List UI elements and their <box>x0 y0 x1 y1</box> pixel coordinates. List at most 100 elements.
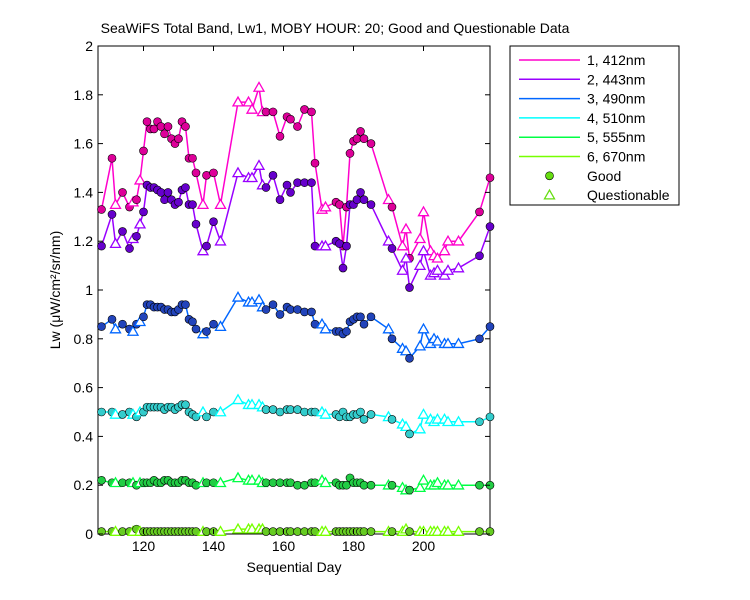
questionable-point <box>133 315 147 327</box>
good-point <box>261 183 271 192</box>
good-point <box>405 429 414 439</box>
good-point <box>405 527 414 536</box>
questionable-point <box>133 217 147 229</box>
good-point <box>387 527 397 536</box>
good-point <box>139 146 148 156</box>
legend-good-marker <box>545 171 554 181</box>
good-point <box>485 173 495 183</box>
good-point <box>366 200 376 209</box>
questionable-point <box>231 291 245 302</box>
questionable-point <box>214 234 227 246</box>
questionable-point <box>109 237 122 249</box>
x-tick-label: 200 <box>412 538 436 554</box>
questionable-point <box>319 322 332 334</box>
series-5 <box>97 471 495 495</box>
good-point <box>163 188 173 197</box>
good-point <box>359 415 369 424</box>
x-axis-label: Sequential Day <box>247 559 342 575</box>
good-point <box>97 205 106 214</box>
x-tick-label: 120 <box>132 538 156 554</box>
good-point <box>174 197 183 207</box>
good-point <box>387 244 397 253</box>
questionable-point <box>441 337 455 349</box>
good-point <box>342 241 351 251</box>
questionable-point <box>252 81 266 92</box>
good-point <box>107 210 117 219</box>
good-point <box>188 317 197 327</box>
questionable-point <box>109 322 122 334</box>
questionable-point <box>431 525 444 536</box>
y-tick-label: 1.8 <box>74 87 94 103</box>
good-point <box>282 180 292 190</box>
good-point <box>139 312 148 322</box>
good-point <box>132 232 141 241</box>
questionable-point <box>382 234 395 246</box>
questionable-point <box>231 522 245 534</box>
good-point <box>118 227 127 236</box>
good-point <box>387 415 397 424</box>
questionable-point <box>109 525 122 536</box>
good-point <box>174 134 183 144</box>
good-point <box>268 107 278 117</box>
questionable-point <box>214 320 227 332</box>
good-point <box>181 400 190 409</box>
series-1 <box>97 81 495 263</box>
y-tick-label: 0 <box>85 526 93 542</box>
questionable-point <box>413 422 427 434</box>
good-point <box>275 195 285 205</box>
good-point <box>475 417 484 427</box>
good-point <box>366 312 376 322</box>
questionable-point <box>319 476 332 488</box>
chart-title: SeaWiFS Total Band, Lw1, MOBY HOUR: 20; … <box>101 20 570 36</box>
good-point <box>142 117 152 126</box>
questionable-point <box>452 234 465 246</box>
questionable-point <box>413 259 427 271</box>
good-point <box>356 312 365 322</box>
legend-box <box>509 45 680 206</box>
good-point <box>191 324 201 334</box>
questionable-point <box>399 251 413 263</box>
questionable-point <box>417 322 430 334</box>
good-point <box>485 322 495 331</box>
y-tick-label: 0.4 <box>74 428 94 444</box>
good-point <box>366 527 376 536</box>
questionable-point <box>452 525 465 536</box>
good-point <box>181 183 190 192</box>
questionable-point <box>126 325 140 336</box>
questionable-point <box>441 264 455 275</box>
questionable-point <box>196 244 210 256</box>
questionable-point <box>245 398 259 410</box>
questionable-point <box>319 408 332 419</box>
legend-label: 4, 510nm <box>587 110 645 126</box>
questionable-point <box>196 198 210 210</box>
axes-layer: 0 0.2 0.4 0.6 0.8 1 1.2 1.4 1.6 1.8 2 120 140 160 180 2… <box>74 38 490 554</box>
x-tick-label: 140 <box>202 538 226 554</box>
good-point <box>202 241 211 251</box>
good-point <box>268 171 278 180</box>
questionable-point <box>452 261 465 273</box>
legend-label: 2, 443nm <box>587 71 645 87</box>
good-point <box>359 195 369 205</box>
good-point <box>366 139 376 148</box>
good-point <box>261 305 271 314</box>
legend-label: 6, 670nm <box>587 149 645 165</box>
good-point <box>139 207 148 217</box>
questionable-point <box>319 239 332 251</box>
good-point <box>125 244 134 253</box>
questionable-point <box>214 198 227 210</box>
questionable-point <box>252 293 266 305</box>
questionable-point <box>245 474 259 485</box>
good-point <box>202 412 211 422</box>
questionable-point <box>319 525 332 536</box>
good-point <box>405 354 414 363</box>
good-point <box>366 480 376 490</box>
good-point <box>188 153 197 163</box>
questionable-point <box>396 264 409 275</box>
series-layer <box>97 81 495 536</box>
good-point <box>286 114 295 124</box>
series-3 <box>97 291 495 363</box>
good-point <box>356 127 365 136</box>
questionable-point <box>214 525 227 536</box>
series-6 <box>97 522 495 536</box>
